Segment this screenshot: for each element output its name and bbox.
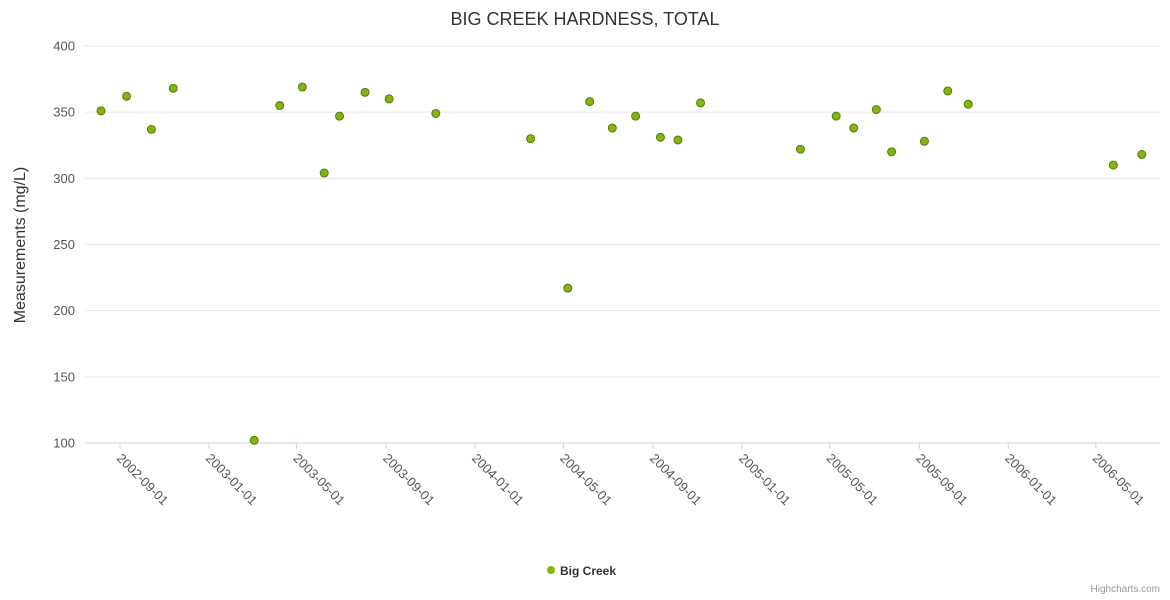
plot-area: 100 150 200 250 300 350 400 2002-09-01 2003-01-0… xyxy=(53,39,1160,509)
y-axis-tick-label: 150 xyxy=(53,369,75,384)
data-point[interactable] xyxy=(96,106,106,116)
y-axis-title: Measurements (mg/L) xyxy=(12,167,29,324)
x-axis-tick-label: 2004-01-01 xyxy=(469,451,527,509)
credits-link[interactable]: Highcharts.com xyxy=(1091,584,1160,595)
data-point[interactable] xyxy=(963,99,973,109)
data-point[interactable] xyxy=(795,144,805,154)
legend-marker-icon xyxy=(547,566,555,574)
data-point[interactable] xyxy=(319,168,329,178)
y-axis-tick-label: 400 xyxy=(53,39,75,54)
data-point[interactable] xyxy=(1137,150,1147,160)
data-point[interactable] xyxy=(360,87,370,97)
data-point[interactable] xyxy=(431,108,441,118)
data-point[interactable] xyxy=(943,86,953,96)
y-axis-tick-label: 250 xyxy=(53,237,75,252)
data-point[interactable] xyxy=(384,94,394,104)
data-point[interactable] xyxy=(585,97,595,107)
x-axis-tick-label: 2004-05-01 xyxy=(557,451,615,509)
data-point[interactable] xyxy=(673,135,683,145)
data-point[interactable] xyxy=(919,136,929,146)
data-point[interactable] xyxy=(1108,160,1118,170)
x-axis-tick-label: 2004-09-01 xyxy=(647,451,705,509)
data-point[interactable] xyxy=(887,147,897,157)
x-axis-tick-label: 2005-01-01 xyxy=(736,451,794,509)
data-point[interactable] xyxy=(607,123,617,133)
data-point[interactable] xyxy=(168,83,178,93)
x-axis-tick-label: 2003-09-01 xyxy=(380,451,438,509)
data-point[interactable] xyxy=(122,91,132,101)
x-axis-tick-label: 2006-05-01 xyxy=(1090,451,1148,509)
data-point[interactable] xyxy=(631,111,641,121)
data-point[interactable] xyxy=(831,111,841,121)
data-point[interactable] xyxy=(526,134,536,144)
y-axis-tick-label: 100 xyxy=(53,436,75,451)
data-point[interactable] xyxy=(249,435,259,445)
legend-label: Big Creek xyxy=(560,564,616,578)
data-point[interactable] xyxy=(146,124,156,134)
data-point[interactable] xyxy=(655,132,665,142)
y-axis-tick-label: 300 xyxy=(53,171,75,186)
data-point[interactable] xyxy=(871,105,881,115)
y-axis-tick-label: 200 xyxy=(53,303,75,318)
y-axis-tick-label: 350 xyxy=(53,105,75,120)
x-axis-tick-label: 2003-05-01 xyxy=(290,451,348,509)
chart-title: BIG CREEK HARDNESS, TOTAL xyxy=(450,9,719,29)
data-point[interactable] xyxy=(335,111,345,121)
x-axis-tick-label: 2003-01-01 xyxy=(203,451,261,509)
x-axis-tick-label: 2005-05-01 xyxy=(824,451,882,509)
data-point[interactable] xyxy=(849,123,859,133)
x-axis-tick-label: 2006-01-01 xyxy=(1002,451,1060,509)
data-point[interactable] xyxy=(297,82,307,92)
data-point[interactable] xyxy=(275,101,285,111)
x-axis-tick-label: 2002-09-01 xyxy=(114,451,172,509)
data-point[interactable] xyxy=(563,283,573,293)
x-axis-tick-label: 2005-09-01 xyxy=(913,451,971,509)
data-point[interactable] xyxy=(696,98,706,108)
legend[interactable]: Big Creek xyxy=(547,564,616,578)
